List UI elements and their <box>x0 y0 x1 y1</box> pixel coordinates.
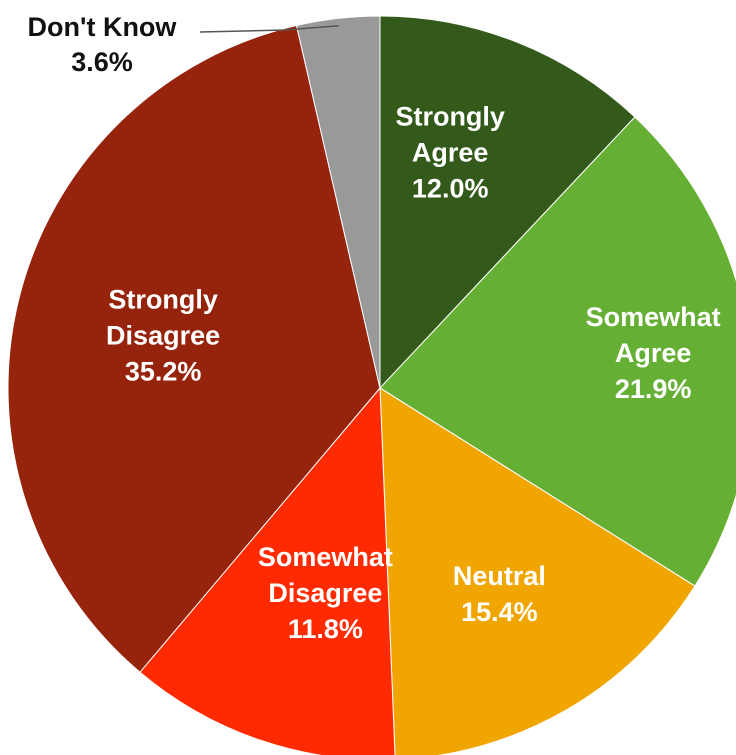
slice-somewhat-agree <box>379 116 736 587</box>
category-label: Strongly <box>395 102 505 132</box>
label-strongly-disagree: Strongly Disagree 35.2% <box>106 285 220 387</box>
category-label: Somewhat <box>258 542 393 572</box>
slice-strongly-agree <box>379 15 636 390</box>
value-label: 11.8% <box>288 614 363 644</box>
category-label: Agree <box>412 138 489 168</box>
pie-labels: Strongly Agree 12.0% Somewhat Agree 21.9% Neut… <box>28 12 721 644</box>
label-strongly-agree: Strongly Agree 12.0% <box>395 102 505 204</box>
slice-strongly-disagree <box>7 24 381 673</box>
label-somewhat-agree: Somewhat Agree 21.9% <box>586 302 721 404</box>
value-label: 21.9% <box>615 374 692 404</box>
category-label: Neutral <box>453 561 546 591</box>
category-label: Disagree <box>268 578 382 608</box>
slice-neutral <box>379 387 696 755</box>
slice-somewhat-disagree <box>139 386 396 755</box>
slice-don-t-know <box>295 15 381 389</box>
category-label: Somewhat <box>586 302 721 332</box>
pie-slices <box>7 15 736 755</box>
value-label: 35.2% <box>125 357 202 387</box>
value-label: 12.0% <box>412 174 489 204</box>
value-label: 3.6% <box>71 47 133 77</box>
category-label: Disagree <box>106 321 220 351</box>
value-label: 15.4% <box>461 597 538 627</box>
label-don-t-know: Don't Know 3.6% <box>28 12 178 77</box>
label-neutral: Neutral 15.4% <box>453 561 546 627</box>
label-somewhat-disagree: Somewhat Disagree 11.8% <box>258 542 393 644</box>
category-label: Strongly <box>108 285 218 315</box>
leader-line-don-t-know <box>199 25 339 33</box>
category-label: Don't Know <box>28 12 178 42</box>
category-label: Agree <box>615 338 692 368</box>
